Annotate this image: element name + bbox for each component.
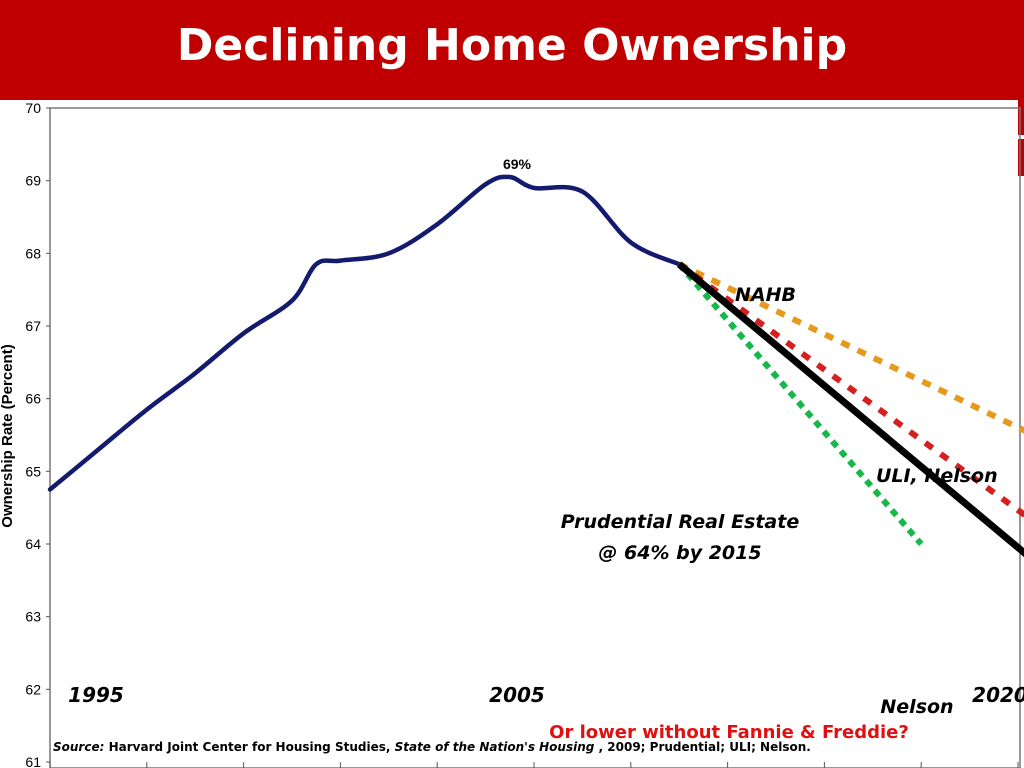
annotation-prudential-line1: Prudential Real Estate — [561, 511, 800, 533]
x-axis-ticks — [49, 762, 1019, 768]
annotation-fannie-freddie: Or lower without Fannie & Freddie? — [549, 722, 909, 743]
series-line-historic — [47, 174, 682, 492]
source-citation: Source: Harvard Joint Center for Housing… — [53, 740, 811, 754]
y-tick-label-64: 64 — [25, 536, 41, 552]
peak-label: 69% — [503, 156, 532, 172]
y-tick-label-69: 69 — [25, 173, 41, 189]
x-label-1995: 1995 — [68, 683, 124, 707]
series-group — [47, 174, 1024, 558]
y-tick-label-66: 66 — [25, 391, 41, 407]
y-axis-label: Ownership Rate (Percent) — [0, 344, 16, 527]
right-edge-gap — [1018, 135, 1024, 139]
x-label-2005: 2005 — [489, 683, 545, 707]
y-axis: 61 62 63 64 65 66 67 68 69 70 — [25, 100, 50, 768]
y-tick-label-65: 65 — [25, 463, 41, 479]
plot-frame — [49, 107, 1021, 768]
y-tick-label-68: 68 — [25, 245, 41, 261]
source-prefix: Source: — [53, 740, 105, 754]
projection-line-prudential-real-estate — [676, 262, 924, 546]
annotation-uli-nelson: ULI, Nelson — [876, 465, 998, 487]
title-bar — [0, 0, 1024, 100]
source-publication: State of the Nation's Housing — [394, 740, 595, 754]
y-tick-label-63: 63 — [25, 609, 41, 625]
y-tick-label-62: 62 — [25, 681, 41, 697]
source-part2: , 2009; Prudential; ULI; Nelson. — [594, 740, 811, 754]
projection-line-uli-nelson — [677, 261, 1024, 519]
x-label-2020: 2020 — [972, 683, 1024, 707]
annotation-prudential-line2: @ 64% by 2015 — [598, 542, 761, 564]
annotation-nelson: Nelson — [880, 696, 953, 718]
slide-title: Declining Home Ownership — [176, 20, 848, 71]
y-tick-label-61: 61 — [25, 754, 41, 768]
source-part1: Harvard Joint Center for Housing Studies… — [104, 740, 395, 754]
annotation-nahb: NAHB — [735, 284, 796, 306]
y-tick-label-67: 67 — [25, 318, 41, 334]
projection-line-nelson — [676, 261, 1024, 558]
y-tick-label-70: 70 — [25, 100, 41, 116]
